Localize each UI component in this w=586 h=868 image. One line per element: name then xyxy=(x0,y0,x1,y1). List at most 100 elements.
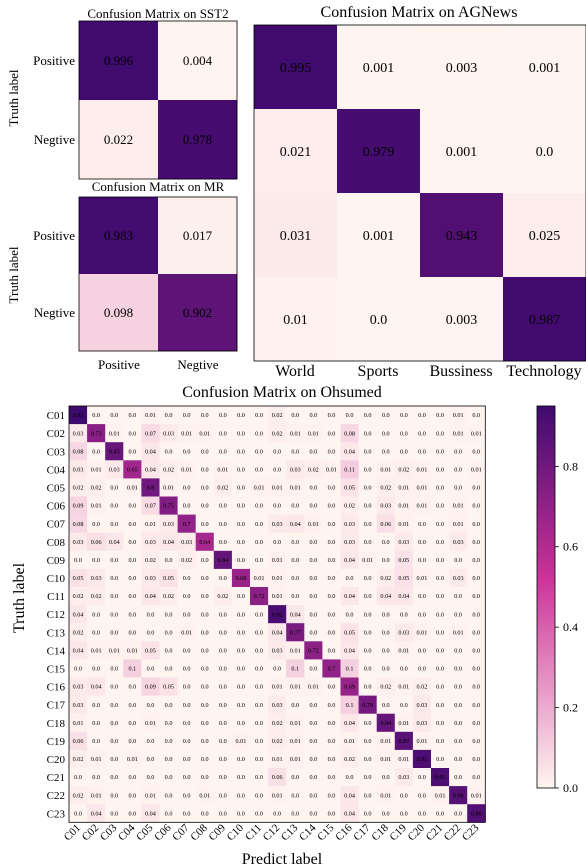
heatmap-cell xyxy=(123,786,142,805)
cell-value-label: 0.1 xyxy=(291,666,299,673)
cell-value-label: 0.02 xyxy=(380,684,391,691)
cell-value-label: 0.0 xyxy=(183,702,191,709)
colorbar-tick-label: 0.8 xyxy=(563,459,578,473)
heatmap-cell xyxy=(431,478,450,497)
heatmap-cell xyxy=(358,406,378,425)
heatmap-cell xyxy=(268,804,287,823)
heatmap-cell xyxy=(141,641,160,660)
heatmap-cell xyxy=(158,197,238,275)
cell-value-label: 0.983 xyxy=(104,228,133,243)
cell-value-label: 0.02 xyxy=(417,684,428,691)
heatmap-cell xyxy=(449,406,468,425)
heatmap-cell xyxy=(105,406,124,425)
heatmap-cell xyxy=(123,641,142,660)
cell-value-label: 0.0 xyxy=(92,611,100,618)
heatmap-cell xyxy=(449,496,468,515)
heatmap-cell xyxy=(340,623,359,642)
heatmap-cell xyxy=(449,695,468,715)
heatmap-cell xyxy=(250,749,269,769)
column-tick-label: C03 xyxy=(98,822,120,844)
cell-value-label: 0.0 xyxy=(364,720,372,727)
heatmap-cell xyxy=(231,496,251,515)
heatmap-cell xyxy=(449,460,468,479)
cell-value-label: 0.0 xyxy=(110,521,118,528)
heatmap-cell xyxy=(503,109,586,194)
heatmap-cell xyxy=(105,623,124,642)
cell-value-label: 0.0 xyxy=(92,738,100,745)
heatmap-cell xyxy=(231,532,251,552)
heatmap-cell xyxy=(195,496,215,515)
cell-value-label: 0.0 xyxy=(255,720,263,727)
cell-value-label: 0.0 xyxy=(454,467,462,474)
cell-value-label: 0.0 xyxy=(364,467,372,474)
cell-value-label: 0.0 xyxy=(364,503,372,510)
cell-value-label: 0.01 xyxy=(380,467,391,474)
heatmap-cell xyxy=(69,804,88,823)
cell-value-label: 0.0 xyxy=(382,702,390,709)
cell-value-label: 0.06 xyxy=(73,738,84,745)
heatmap-cell xyxy=(340,568,359,588)
heatmap-cell xyxy=(195,587,215,606)
column-tick-label: C06 xyxy=(152,822,174,844)
cell-value-label: 0.0 xyxy=(219,666,227,673)
cell-value-label: 0.021 xyxy=(280,145,312,160)
column-tick-label: Technology xyxy=(506,363,581,380)
cell-value-label: 0.02 xyxy=(272,720,283,727)
heatmap-cell xyxy=(141,768,160,787)
cell-value-label: 0.0 xyxy=(400,792,408,799)
heatmap-cell xyxy=(87,514,106,534)
cell-value-label: 0.0 xyxy=(436,521,444,528)
heatmap-cell xyxy=(337,193,421,278)
ohsumed-heatmap: 0.95 0.0 0.0 0.0 0.01 0.0 0.0 0.0 0.0 0.0 0.0 0.02 0… xyxy=(47,405,486,844)
heatmap-cell xyxy=(105,514,124,534)
heatmap-cell xyxy=(340,659,359,678)
cell-value-label: 0.0 xyxy=(472,774,480,781)
cell-value-label: 0.08 xyxy=(73,521,84,528)
cell-value-label: 0.09 xyxy=(145,684,156,691)
heatmap-cell xyxy=(467,587,486,606)
heatmap-cell xyxy=(87,749,106,769)
cell-value-label: 0.0 xyxy=(255,430,263,437)
cell-value-label: 0.003 xyxy=(446,61,478,76)
cell-value-label: 0.01 xyxy=(145,792,156,799)
heatmap-cell xyxy=(69,568,88,588)
heatmap-cell xyxy=(69,424,88,443)
heatmap-cell xyxy=(467,406,486,425)
heatmap-cell xyxy=(286,804,305,823)
heatmap-cell xyxy=(195,768,215,787)
cell-value-label: 0.0 xyxy=(472,448,480,455)
cell-value-label: 0.8 xyxy=(147,485,155,492)
cell-value-label: 0.02 xyxy=(380,485,391,492)
heatmap-cell xyxy=(105,804,124,823)
heatmap-cell xyxy=(123,550,142,570)
cell-value-label: 0.91 xyxy=(417,756,428,763)
cell-value-label: 0.0 xyxy=(219,648,227,655)
cell-value-label: 0.0 xyxy=(237,810,245,817)
cell-value-label: 0.0 xyxy=(436,738,444,745)
heatmap-frame xyxy=(68,405,486,823)
heatmap-cell xyxy=(123,677,142,696)
colorbar-tick-label: 0.6 xyxy=(563,540,578,554)
heatmap-cell xyxy=(322,677,341,696)
cell-value-label: 0.04 xyxy=(344,792,355,799)
cell-value-label: 0.0 xyxy=(328,611,336,618)
heatmap-cell xyxy=(141,587,160,606)
cell-value-label: 0.0 xyxy=(255,539,263,546)
heatmap-cell xyxy=(467,478,486,497)
heatmap-cell xyxy=(358,786,378,805)
heatmap-cell xyxy=(105,731,124,751)
cell-value-label: 0.7 xyxy=(183,521,191,528)
cell-value-label: 0.0 xyxy=(454,648,462,655)
cell-value-label: 0.03 xyxy=(163,430,174,437)
heatmap-cell xyxy=(340,786,359,805)
heatmap-cell xyxy=(69,496,88,515)
cell-value-label: 0.0 xyxy=(219,720,227,727)
heatmap-cell xyxy=(231,460,251,479)
cell-value-label: 0.0 xyxy=(273,539,281,546)
column-tick-label: C14 xyxy=(297,822,319,844)
cell-value-label: 0.0 xyxy=(219,738,227,745)
cell-value-label: 0.0 xyxy=(201,575,209,582)
cell-value-label: 0.0 xyxy=(454,684,462,691)
row-tick-label: Positive xyxy=(33,228,75,243)
cell-value-label: 0.0 xyxy=(183,720,191,727)
